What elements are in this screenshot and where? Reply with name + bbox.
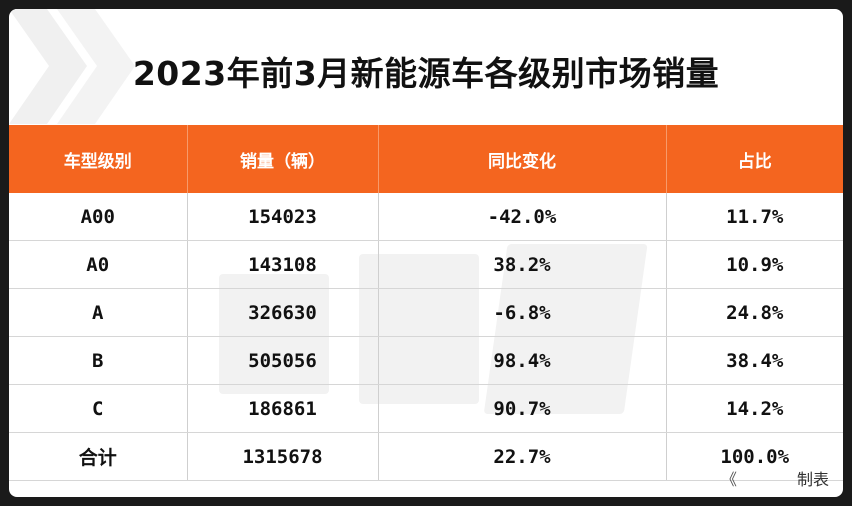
cell-share: 38.4%	[666, 336, 843, 385]
header-yoy: 同比变化	[378, 125, 667, 193]
cell-share: 11.7%	[666, 193, 843, 241]
footer-mark: 《	[720, 470, 737, 489]
table-row: B 505056 98.4% 38.4%	[9, 336, 843, 385]
table-row: C 186861 90.7% 14.2%	[9, 384, 843, 433]
table-row: A00 154023 -42.0% 11.7%	[9, 193, 843, 241]
cell-level: C	[9, 384, 188, 433]
footer-label: 制表	[796, 470, 829, 489]
header-sales: 销量（辆）	[187, 125, 379, 193]
sales-table: 车型级别 销量（辆） 同比变化 占比 A00 154023 -42.0% 11.…	[9, 125, 843, 481]
cell-sales: 154023	[187, 193, 379, 241]
cell-yoy: 38.2%	[378, 240, 667, 289]
cell-share: 24.8%	[666, 288, 843, 337]
cell-share: 100.0%	[666, 432, 843, 481]
table-row: A 326630 -6.8% 24.8%	[9, 288, 843, 337]
cell-share: 14.2%	[666, 384, 843, 433]
cell-level: A00	[9, 193, 188, 241]
table-total-row: 合计 1315678 22.7% 100.0%	[9, 432, 843, 481]
cell-yoy: 90.7%	[378, 384, 667, 433]
cell-level: 合计	[9, 432, 188, 481]
cell-sales: 505056	[187, 336, 379, 385]
table-header-row: 车型级别 销量（辆） 同比变化 占比	[9, 125, 843, 193]
chevron-decoration	[9, 9, 135, 124]
cell-yoy: 98.4%	[378, 336, 667, 385]
cell-yoy: -6.8%	[378, 288, 667, 337]
cell-level: A0	[9, 240, 188, 289]
cell-level: A	[9, 288, 188, 337]
cell-share: 10.9%	[666, 240, 843, 289]
table-card: 2023年前3月新能源车各级别市场销量 车型级别 销量（辆） 同比变化 占比 A…	[9, 9, 843, 497]
footer-credit: 《 制表	[721, 466, 829, 490]
cell-sales: 326630	[187, 288, 379, 337]
table-row: A0 143108 38.2% 10.9%	[9, 240, 843, 289]
cell-yoy: -42.0%	[378, 193, 667, 241]
header-level: 车型级别	[9, 125, 188, 193]
cell-sales: 143108	[187, 240, 379, 289]
cell-sales: 1315678	[187, 432, 379, 481]
cell-level: B	[9, 336, 188, 385]
page-title: 2023年前3月新能源车各级别市场销量	[132, 54, 720, 93]
cell-sales: 186861	[187, 384, 379, 433]
header-share: 占比	[666, 125, 843, 193]
cell-yoy: 22.7%	[378, 432, 667, 481]
